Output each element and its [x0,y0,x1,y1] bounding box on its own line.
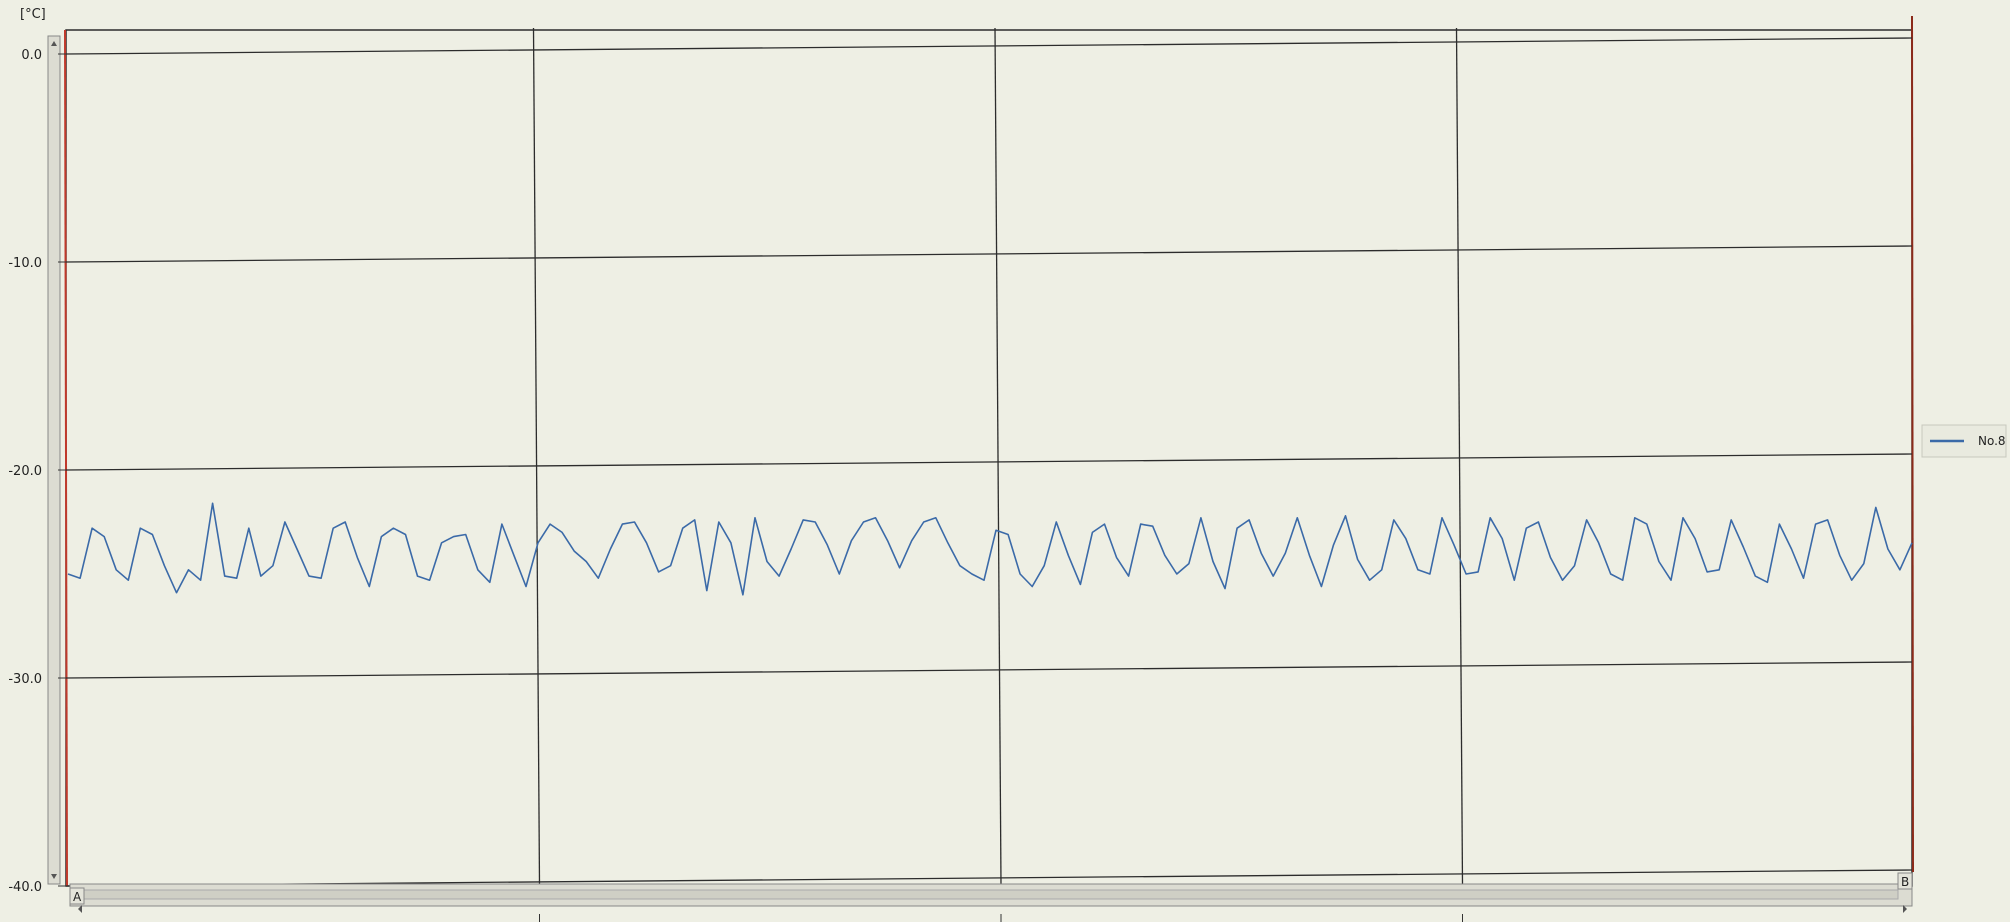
y-tick-label: -10.0 [8,256,42,271]
y-tick-label: -30.0 [8,672,42,687]
x-scroll-left-arrow-icon[interactable] [78,905,82,913]
gridline-v [532,27,541,885]
y-scroll-up-arrow-icon[interactable] [51,41,57,46]
y-tick-label: -40.0 [8,880,42,895]
cursor-a-label: A [73,890,82,904]
x-scroll-right-arrow-icon[interactable] [1903,905,1907,913]
gridline-h [65,37,1913,55]
gridline-h [65,245,1913,263]
y-range-scrollbar[interactable] [47,35,61,885]
vertical-gridlines [532,27,1464,922]
y-tick-label: -20.0 [8,464,42,479]
gridline-v [994,27,1002,885]
cursor-a-marker[interactable] [69,887,85,905]
gridline-v [1455,27,1464,885]
cursor-b-line[interactable] [1911,15,1914,873]
y-scroll-down-arrow-icon[interactable] [51,874,57,879]
legend: No.8 [1921,424,2007,458]
legend-label-no8: No.8 [1978,434,2006,448]
cursor-b-marker[interactable] [1897,872,1913,890]
gridline-h [65,869,1913,887]
series-line-no8 [67,502,1913,596]
gridline-h [65,453,1913,471]
y-axis-ticks: 0.0 -10.0 -20.0 -30.0 -40.0 [8,48,66,895]
y-axis-unit-label: [°C] [20,7,46,22]
cursor-b-label: B [1901,875,1909,889]
plot-area [65,29,1913,887]
y-tick-label: 0.0 [21,48,42,63]
x-scroll-thumb[interactable] [83,889,1899,900]
horizontal-gridlines [65,37,1913,887]
series-layer [67,502,1913,596]
gridline-h [65,661,1913,679]
cursor-a-line[interactable] [64,29,68,887]
